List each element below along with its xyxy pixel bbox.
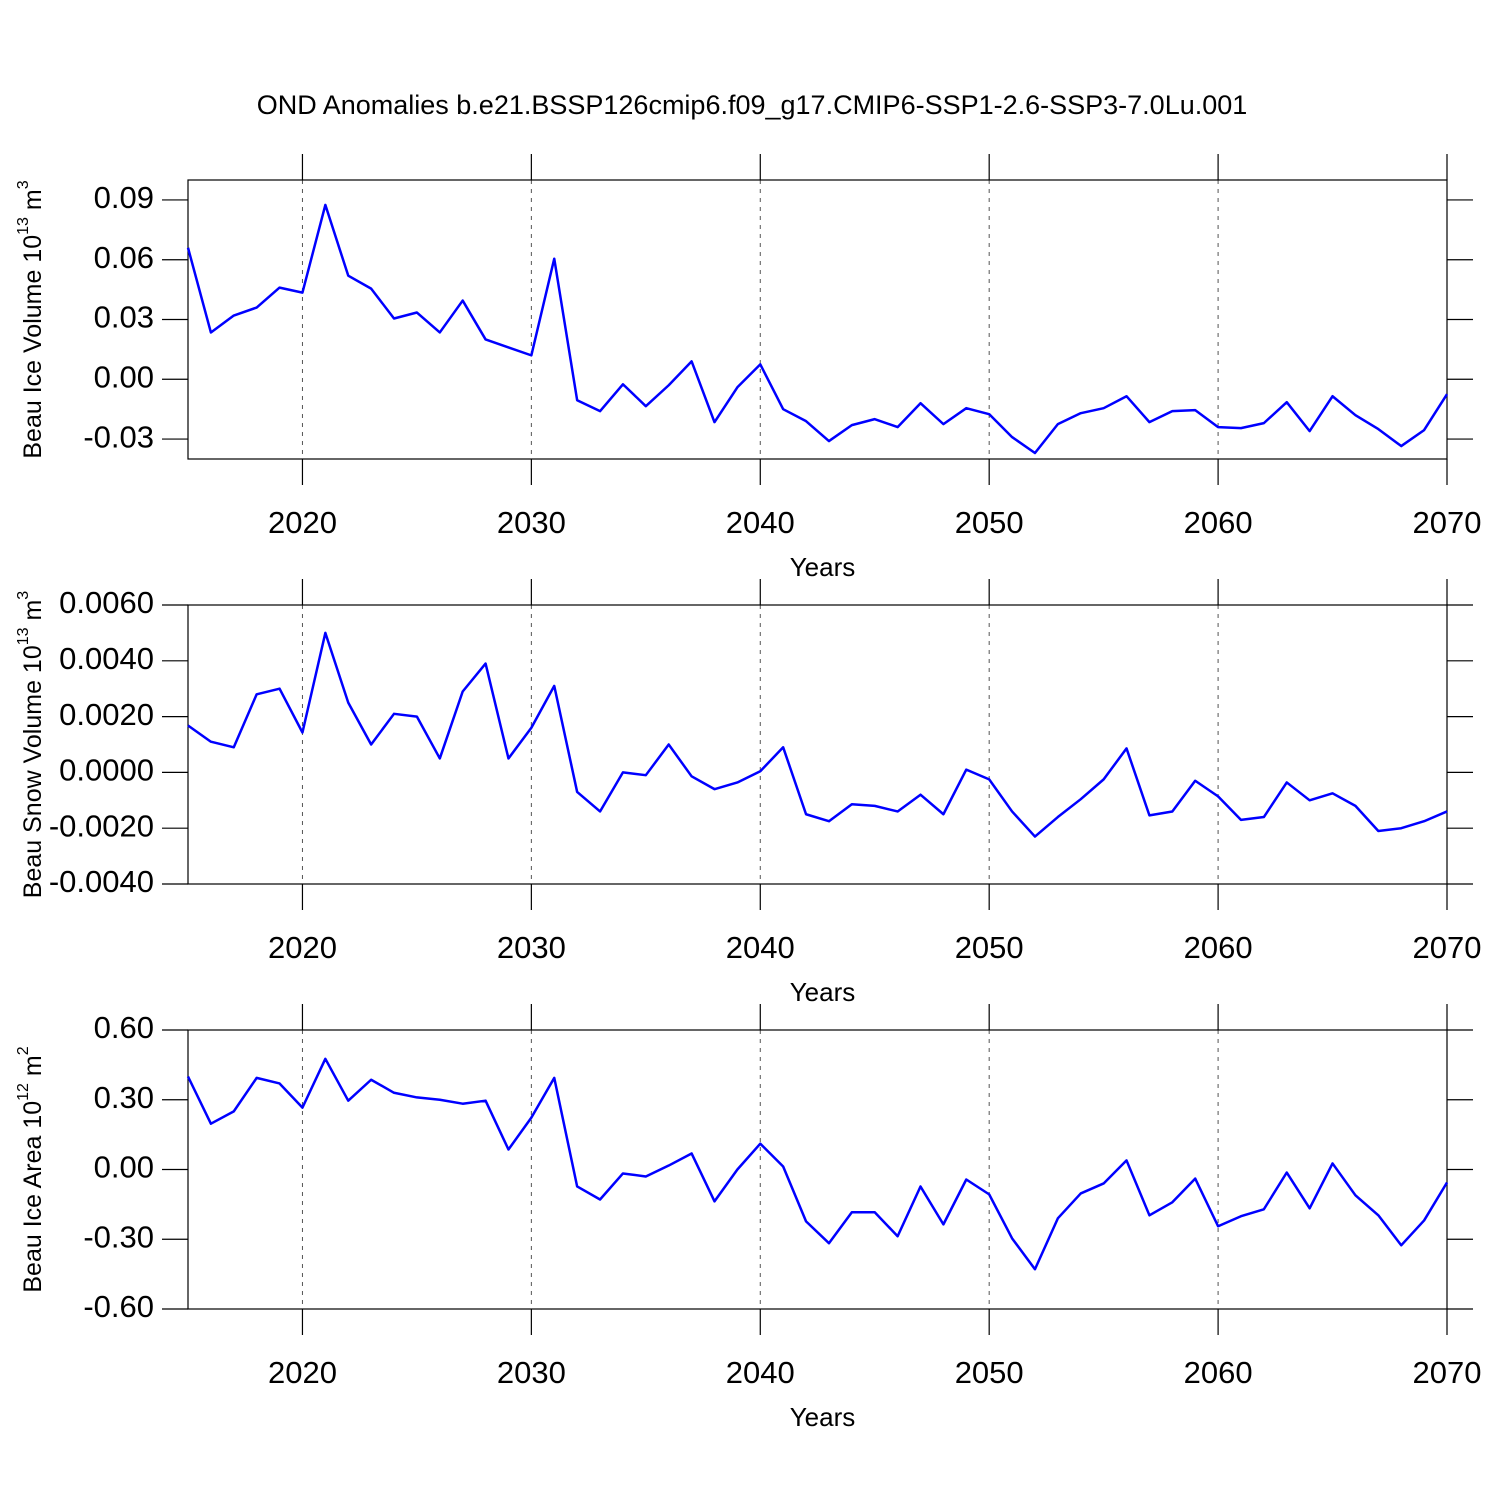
- y-axis-label: Beau Ice Area 1012 m2: [15, 1046, 46, 1292]
- data-line: [187, 631, 1448, 838]
- y-label-text: Beau Snow Volume 10: [19, 645, 47, 898]
- y-label-unit: m: [19, 600, 47, 628]
- x-tick-label: 2030: [497, 1355, 566, 1390]
- x-tick-label: 2070: [1413, 505, 1482, 540]
- y-label-text: Beau Ice Volume 10: [19, 235, 47, 459]
- x-tick-label: 2070: [1413, 930, 1482, 965]
- y-label-clip: Beau Ice Volume 1013 m3: [15, 180, 46, 458]
- y-tick-label: 0.0040: [59, 641, 154, 676]
- y-tick-label: -0.03: [83, 419, 154, 454]
- y-label-clip: Beau Ice Area 1012 m2: [15, 1046, 46, 1292]
- x-tick-label: 2050: [955, 1355, 1024, 1390]
- y-tick-label: -0.0040: [49, 864, 154, 899]
- plot-frame: [187, 179, 1448, 460]
- y-label-exponent: 13: [15, 217, 32, 235]
- y-axis-label: Beau Ice Volume 1013 m3: [15, 180, 46, 458]
- y-tick-label: 0.0060: [59, 585, 154, 620]
- y-tick-label: 0.00: [94, 1150, 154, 1185]
- x-tick-label: 2060: [1184, 505, 1253, 540]
- y-tick-label: 0.00: [94, 359, 154, 394]
- x-axis-label: Years: [790, 552, 856, 582]
- plot-frame: [187, 1029, 1448, 1310]
- y-tick-label: -0.30: [83, 1219, 154, 1254]
- y-label-text: Beau Ice Area 10: [19, 1101, 47, 1293]
- y-tick-label: 0.06: [94, 240, 154, 275]
- y-tick-label: 0.30: [94, 1080, 154, 1115]
- y-tick-label: -0.60: [83, 1289, 154, 1324]
- y-label-exponent: 13: [15, 627, 32, 645]
- y-label-unit-power: 3: [15, 591, 32, 600]
- y-tick-label: 0.03: [94, 300, 154, 335]
- x-axis-label: Years: [790, 977, 856, 1007]
- y-tick-label: -0.0020: [49, 808, 154, 843]
- panel: 2020 2030 2040 2050 2060 2070 -0.03 0.00 0.03 0.0…: [15, 154, 1481, 582]
- y-tick-label: 0.60: [94, 1010, 154, 1045]
- x-tick-label: 2030: [497, 930, 566, 965]
- x-tick-label: 2020: [268, 930, 337, 965]
- y-tick-label: 0.09: [94, 180, 154, 215]
- x-axis-label: Years: [790, 1402, 856, 1432]
- x-tick-label: 2040: [726, 1355, 795, 1390]
- x-tick-label: 2060: [1184, 1355, 1253, 1390]
- y-label-unit: m: [19, 1055, 47, 1083]
- y-label-unit-power: 2: [15, 1046, 32, 1055]
- x-tick-label: 2070: [1413, 1355, 1482, 1390]
- plot-frame: [187, 604, 1448, 885]
- y-label-unit: m: [19, 189, 47, 217]
- y-axis-label: Beau Snow Volume 1013 m3: [15, 591, 46, 899]
- x-tick-label: 2030: [497, 505, 566, 540]
- panel: 2020 2030 2040 2050 2060 2070 -0.0040 -0.0020 0.…: [15, 579, 1481, 1007]
- x-tick-label: 2060: [1184, 930, 1253, 965]
- x-tick-label: 2020: [268, 505, 337, 540]
- x-tick-label: 2040: [726, 505, 795, 540]
- x-tick-label: 2050: [955, 930, 1024, 965]
- panel: 2020 2030 2040 2050 2060 2070 -0.60 -0.30 0.00 0.…: [15, 1004, 1481, 1432]
- y-label-unit-power: 3: [15, 180, 32, 189]
- chart-title: OND Anomalies b.e21.BSSP126cmip6.f09_g17…: [257, 90, 1248, 120]
- y-tick-label: 0.0020: [59, 697, 154, 732]
- x-tick-label: 2020: [268, 1355, 337, 1390]
- data-line: [186, 1057, 1449, 1271]
- y-tick-label: 0.0000: [59, 753, 154, 788]
- x-tick-label: 2050: [955, 505, 1024, 540]
- data-line: [186, 203, 1449, 455]
- y-label-exponent: 12: [15, 1083, 32, 1101]
- x-tick-label: 2040: [726, 930, 795, 965]
- y-label-clip: Beau Snow Volume 1013 m3: [15, 591, 46, 899]
